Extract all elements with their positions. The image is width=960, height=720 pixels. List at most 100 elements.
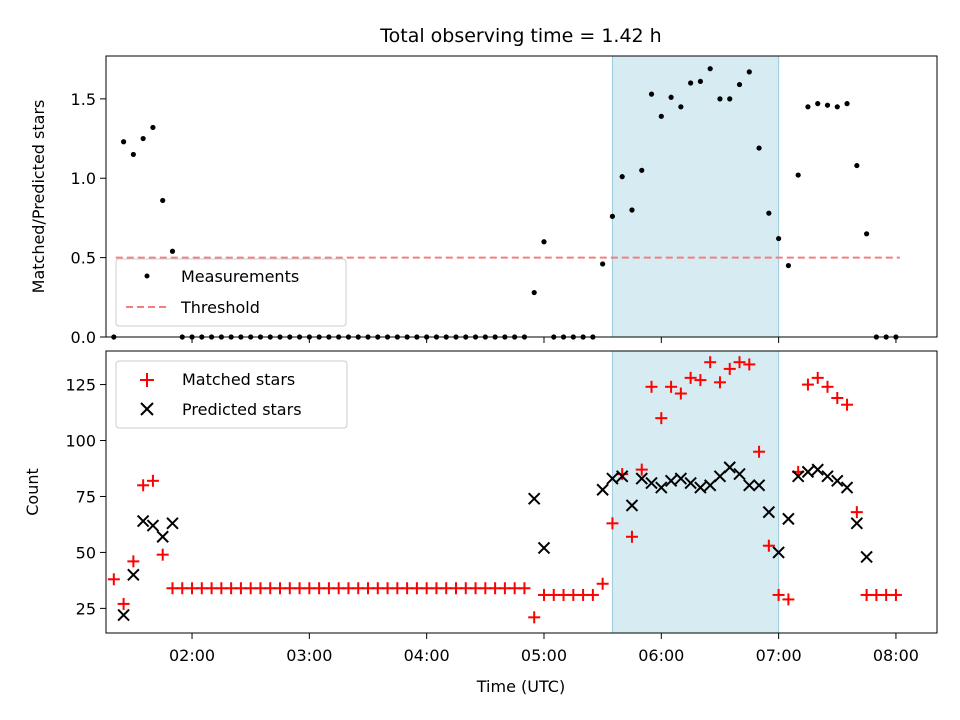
matched-star-point: [655, 412, 668, 425]
bottom-x-ticks: 02:00 03:00 04:00 05:00 06:00 07:00 08:00: [169, 633, 919, 665]
y-tick-label: 50: [76, 543, 96, 562]
measurement-point: [140, 135, 146, 142]
top-panel: 0.0 0.5 1.0 1.5 Matched/Predicted stars Mea…: [29, 55, 938, 347]
x-tick-label: 07:00: [756, 646, 802, 665]
predicted-star-stroke-b: [615, 470, 629, 483]
predicted-star-point: [733, 467, 746, 481]
matched-star-point: [586, 588, 599, 601]
predicted-star-point: [694, 481, 707, 494]
predicted-star-stroke-b: [136, 514, 150, 528]
top-x-ticks: [191, 337, 897, 343]
predicted-star-point: [606, 472, 619, 485]
predicted-star-point: [615, 470, 629, 483]
predicted-star-point: [645, 476, 658, 490]
predicted-star-stroke-b: [860, 550, 873, 564]
bottom-y-axis-label: Count: [23, 468, 42, 516]
matched-star-point: [733, 356, 746, 369]
measurement-point: [130, 151, 136, 158]
measurement-point: [678, 104, 684, 110]
predicted-star-point: [156, 530, 169, 543]
matched-stars-points: [107, 356, 902, 624]
x-tick-label: 06:00: [638, 646, 684, 665]
matched-star-point: [723, 362, 736, 375]
predicted-stars-points: [117, 461, 873, 622]
legend-predicted-marker: [140, 402, 154, 416]
predicted-star-stroke-b: [762, 505, 776, 519]
measurement-point: [736, 81, 743, 88]
measurement-point: [795, 172, 801, 178]
predicted-star-point: [752, 479, 766, 492]
measurement-point: [776, 235, 782, 242]
legend-predicted-label: Predicted stars: [182, 400, 302, 419]
measurement-point: [658, 113, 664, 119]
predicted-star-point: [117, 608, 130, 622]
predicted-star-stroke-b: [821, 470, 834, 483]
y-tick-label: 125: [65, 376, 96, 395]
measurement-point: [629, 207, 635, 213]
measurement-point: [648, 91, 655, 97]
predicted-star-stroke-b: [831, 474, 844, 488]
measurement-point: [531, 289, 537, 296]
predicted-star-stroke-b: [664, 474, 678, 488]
measurement-point: [160, 197, 166, 204]
bottom-axes-frame: [105, 350, 938, 634]
measurement-point: [785, 262, 791, 269]
measurement-point: [834, 104, 840, 110]
predicted-star-point: [528, 492, 541, 505]
legend-threshold-label: Threshold: [180, 298, 260, 317]
predicted-star-point: [635, 472, 648, 485]
matched-star-point: [606, 517, 619, 530]
predicted-star-point: [743, 479, 756, 492]
measurement-point: [541, 239, 547, 245]
predicted-star-stroke-b: [684, 476, 697, 490]
predicted-star-point: [625, 499, 639, 512]
measurement-point: [668, 94, 674, 100]
predicted-star-stroke-b: [723, 461, 736, 474]
predicted-star-stroke-b: [156, 530, 169, 543]
predicted-star-stroke-b: [127, 568, 140, 582]
predicted-star-point: [136, 514, 150, 528]
matched-star-point: [811, 371, 824, 384]
measurement-point: [815, 101, 821, 107]
predicted-star-stroke-b: [625, 499, 639, 512]
measurement-point: [120, 139, 127, 145]
predicted-star-stroke-b: [645, 476, 658, 490]
predicted-star-stroke-b: [166, 517, 179, 530]
matched-star-point: [596, 577, 609, 590]
matched-star-point: [821, 380, 834, 393]
predicted-star-stroke-b: [606, 472, 619, 485]
y-tick-label: 75: [76, 487, 96, 506]
predicted-star-stroke-b: [537, 541, 551, 555]
predicted-star-stroke-b: [772, 546, 785, 559]
predicted-star-stroke-b: [713, 470, 727, 483]
matched-star-point: [850, 506, 863, 519]
y-tick-label: 0.0: [71, 328, 96, 347]
predicted-star-stroke-b: [743, 479, 756, 492]
predicted-star-point: [703, 479, 717, 492]
predicted-star-point: [664, 474, 678, 488]
predicted-star-point: [596, 483, 609, 496]
measurement-point: [727, 96, 733, 102]
matched-star-point: [665, 380, 678, 393]
predicted-star-stroke-b: [840, 481, 854, 494]
matched-star-point: [137, 479, 150, 492]
predicted-star-point: [713, 470, 727, 483]
matched-star-point: [625, 530, 638, 543]
matched-star-point: [528, 611, 541, 624]
predicted-star-stroke-b: [782, 512, 795, 526]
predicted-star-point: [801, 465, 815, 479]
measurement-point: [707, 66, 713, 72]
measurement-point: [600, 261, 606, 267]
matched-star-point: [753, 445, 766, 458]
predicted-star-stroke-b: [528, 492, 541, 505]
predicted-star-point: [537, 541, 551, 555]
matched-star-point: [146, 474, 159, 487]
x-tick-label: 03:00: [286, 646, 332, 665]
predicted-star-point: [723, 461, 736, 474]
predicted-star-stroke-b: [596, 483, 609, 496]
predicted-star-point: [850, 517, 864, 530]
predicted-star-stroke-b: [850, 517, 864, 530]
predicted-star-point: [811, 463, 824, 476]
predicted-star-point: [684, 476, 697, 490]
